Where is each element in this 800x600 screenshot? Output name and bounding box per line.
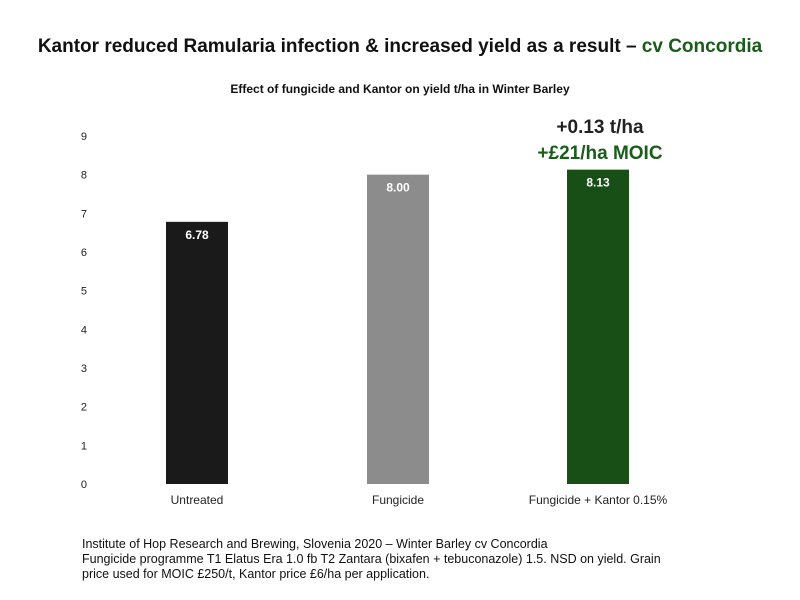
bar-value-label: 8.13	[586, 176, 610, 190]
y-tick-label: 3	[81, 363, 87, 375]
yield-increase-callout: +0.13 t/ha	[556, 117, 644, 138]
y-tick-label: 6	[81, 247, 87, 259]
slide-title: Kantor reduced Ramularia infection & inc…	[0, 36, 800, 58]
bar-value-label: 8.00	[386, 181, 410, 195]
y-tick-label: 9	[81, 131, 87, 143]
footnote-source: Institute of Hop Research and Brewing, S…	[82, 537, 548, 551]
x-category-label: Fungicide	[372, 493, 424, 507]
y-tick-label: 1	[81, 440, 87, 452]
y-tick-label: 5	[81, 286, 87, 298]
y-tick-label: 7	[81, 208, 87, 220]
slide-title-main: Kantor reduced Ramularia infection & inc…	[37, 36, 642, 57]
footnote-pricing: price used for MOIC £250/t, Kantor price…	[82, 567, 430, 581]
slide-title-highlight: cv Concordia	[641, 36, 763, 57]
footnote-programme: Fungicide programme T1 Elatus Era 1.0 fb…	[82, 552, 661, 566]
x-category-label: Untreated	[171, 493, 224, 507]
bar-value-label: 6.78	[185, 228, 209, 242]
y-tick-label: 0	[81, 479, 87, 491]
x-category-label: Fungicide + Kantor 0.15%	[529, 493, 668, 507]
footnote: Institute of Hop Research and Brewing, S…	[82, 537, 772, 582]
y-tick-label: 2	[81, 402, 87, 414]
bar-3	[567, 169, 629, 484]
y-tick-label: 4	[81, 324, 87, 336]
bar-2	[367, 174, 429, 484]
chart-title: Effect of fungicide and Kantor on yield …	[230, 82, 570, 96]
y-tick-label: 8	[81, 170, 87, 182]
bar-1	[166, 221, 228, 484]
moic-callout: +£21/ha MOIC	[537, 143, 663, 164]
